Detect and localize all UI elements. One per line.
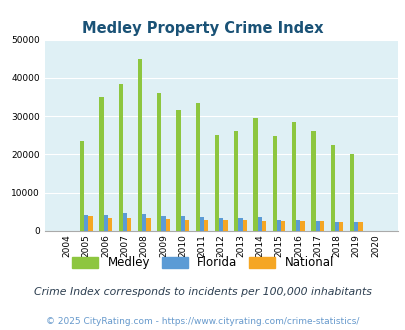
- Bar: [165, 219, 169, 231]
- Text: Medley Property Crime Index: Medley Property Crime Index: [82, 21, 323, 36]
- Bar: [184, 219, 189, 231]
- Bar: [176, 111, 180, 231]
- Text: © 2025 CityRating.com - https://www.cityrating.com/crime-statistics/: © 2025 CityRating.com - https://www.city…: [46, 317, 359, 326]
- Bar: [223, 220, 227, 231]
- Bar: [358, 222, 362, 231]
- Bar: [276, 219, 281, 231]
- Bar: [353, 222, 358, 231]
- Bar: [122, 213, 127, 231]
- Bar: [234, 131, 238, 231]
- Bar: [107, 217, 112, 231]
- Bar: [84, 215, 88, 231]
- Legend: Medley, Florida, National: Medley, Florida, National: [67, 252, 338, 274]
- Bar: [319, 221, 323, 231]
- Bar: [161, 216, 165, 231]
- Bar: [142, 214, 146, 231]
- Bar: [103, 215, 107, 231]
- Bar: [242, 220, 246, 231]
- Bar: [127, 217, 131, 231]
- Bar: [157, 93, 161, 231]
- Bar: [214, 135, 219, 231]
- Bar: [349, 154, 353, 231]
- Bar: [88, 216, 92, 231]
- Bar: [199, 217, 204, 231]
- Bar: [291, 122, 296, 231]
- Bar: [219, 218, 223, 231]
- Bar: [99, 97, 103, 231]
- Bar: [311, 131, 315, 231]
- Bar: [315, 221, 319, 231]
- Bar: [137, 59, 142, 231]
- Bar: [334, 222, 338, 231]
- Bar: [330, 145, 334, 231]
- Bar: [204, 220, 208, 231]
- Bar: [261, 221, 266, 231]
- Bar: [80, 141, 84, 231]
- Bar: [257, 217, 261, 231]
- Bar: [338, 222, 343, 231]
- Bar: [300, 221, 304, 231]
- Text: Crime Index corresponds to incidents per 100,000 inhabitants: Crime Index corresponds to incidents per…: [34, 287, 371, 297]
- Bar: [238, 217, 242, 231]
- Bar: [195, 103, 199, 231]
- Bar: [272, 136, 276, 231]
- Bar: [146, 218, 150, 231]
- Bar: [118, 83, 122, 231]
- Bar: [296, 220, 300, 231]
- Bar: [253, 118, 257, 231]
- Bar: [281, 221, 285, 231]
- Bar: [180, 216, 184, 231]
